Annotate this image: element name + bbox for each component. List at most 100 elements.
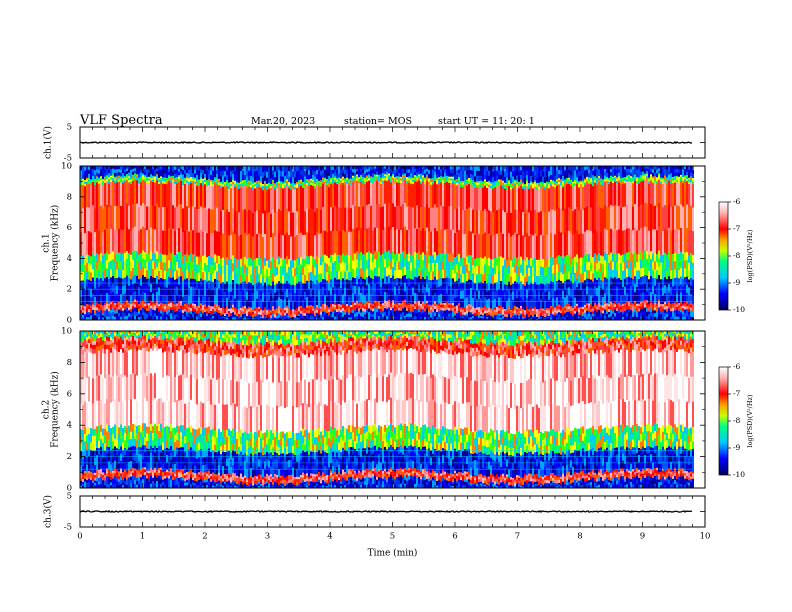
spectrogram-cell	[292, 259, 294, 269]
spectrogram-cell	[490, 211, 492, 236]
spectrogram-cell	[162, 311, 164, 315]
spectrogram-cell	[224, 183, 226, 187]
spectrogram-cell	[236, 166, 238, 172]
spectrogram-cell	[444, 269, 446, 279]
spectrogram-cell	[438, 180, 440, 184]
spectrogram-cell	[136, 168, 138, 172]
spectrogram-cell	[512, 187, 514, 212]
spectrogram-cell	[536, 276, 538, 285]
spectrogram-cell	[348, 263, 350, 273]
spectrogram-cell	[364, 177, 366, 180]
spectrogram-cell	[528, 259, 530, 269]
spectrogram-cell	[312, 272, 314, 282]
spectrogram-cell	[354, 304, 356, 308]
spectrogram-cell	[466, 232, 468, 257]
spectrogram-cell	[242, 311, 244, 315]
spectrogram-cell	[206, 308, 208, 312]
spectrogram-cell	[116, 307, 118, 311]
spectrogram-cell	[94, 272, 96, 281]
spectrogram-cell	[346, 270, 348, 280]
spectrogram-cell	[368, 283, 370, 293]
spectrogram-cell	[518, 258, 520, 268]
spectrogram-cell	[398, 307, 400, 311]
spectrogram-cell	[120, 205, 122, 230]
spectrogram-cell	[504, 300, 506, 310]
spectrogram-cell	[336, 295, 338, 305]
spectrogram-cell	[464, 274, 466, 283]
spectrogram-cell	[168, 176, 170, 180]
spectrogram-cell	[376, 284, 378, 293]
spectrogram-cell	[476, 185, 478, 188]
spectrogram-cell	[460, 257, 462, 267]
spectrogram-cell	[336, 169, 338, 175]
spectrogram-cell	[422, 204, 424, 229]
spectrogram-cell	[502, 186, 504, 211]
spectrogram-cell	[116, 310, 118, 314]
spectrogram-cell	[376, 251, 378, 260]
spectrogram-cell	[310, 309, 312, 313]
spectrogram-cell	[184, 287, 186, 296]
spectrogram-cell	[426, 300, 428, 304]
spectrogram-cell	[290, 189, 292, 214]
spectrogram-cell	[246, 176, 248, 183]
spectrogram-cell	[444, 305, 446, 309]
spectrogram-cell	[526, 306, 528, 310]
spectrogram-cell	[390, 277, 392, 287]
spectrogram-cell	[222, 290, 224, 299]
spectrogram-cell	[278, 185, 280, 210]
spectrogram-cell	[220, 315, 222, 318]
spectrogram-cell	[86, 317, 88, 321]
spectrogram-cell	[450, 305, 452, 309]
spectrogram-cell	[412, 309, 414, 312]
spectrogram-cell	[274, 166, 276, 172]
spectrogram-cell	[502, 257, 504, 266]
spectrogram-cell	[178, 228, 180, 253]
spectrogram-cell	[278, 170, 280, 176]
spectrogram-cell	[426, 284, 428, 293]
spectrogram-cell	[258, 180, 260, 183]
spectrogram-cell	[450, 316, 452, 321]
spectrogram-cell	[202, 182, 204, 185]
spectrogram-cell	[248, 265, 250, 274]
spectrogram-cell	[124, 260, 126, 270]
spectrogram-cell	[142, 299, 144, 303]
spectrogram-cell	[370, 182, 372, 207]
spectrogram-cell	[114, 169, 116, 174]
spectrogram-cell	[402, 203, 404, 228]
spectrogram-cell	[360, 260, 362, 269]
spectrogram-cell	[532, 317, 534, 319]
spectrogram-cell	[418, 275, 420, 285]
spectrogram-cell	[98, 169, 100, 174]
spectrogram-cell	[232, 287, 234, 297]
spectrogram-cell	[392, 258, 394, 268]
spectrogram-cell	[536, 311, 538, 315]
spectrogram-cell	[150, 178, 152, 181]
spectrogram-cell	[418, 303, 420, 306]
spectrogram-cell	[382, 180, 384, 184]
spectrogram-cell	[388, 179, 390, 204]
spectrogram-cell	[134, 307, 136, 312]
spectrogram-cell	[278, 181, 280, 184]
spectrogram-cell	[436, 314, 438, 318]
spectrogram-cell	[176, 180, 178, 184]
spectrogram-cell	[376, 178, 378, 181]
spectrogram-cell	[532, 188, 534, 213]
spectrogram-cell	[124, 177, 126, 181]
spectrogram-cell	[428, 182, 430, 185]
spectrogram-cell	[404, 175, 406, 178]
spectrogram-cell	[202, 271, 204, 281]
spectrogram-cell	[314, 300, 316, 309]
spectrogram-cell	[492, 176, 494, 183]
spectrogram-cell	[90, 166, 92, 171]
spectrogram-cell	[146, 316, 148, 321]
spectrogram-cell	[454, 175, 456, 181]
spectrogram-cell	[512, 235, 514, 260]
spectrogram-cell	[308, 166, 310, 171]
spectrogram-cell	[508, 289, 510, 299]
spectrogram-cell	[246, 308, 248, 311]
spectrogram-cell	[286, 179, 288, 182]
spectrogram-cell	[372, 254, 374, 263]
spectrogram-cell	[474, 315, 476, 318]
spectrogram-cell	[508, 175, 510, 181]
spectrogram-cell	[412, 271, 414, 280]
